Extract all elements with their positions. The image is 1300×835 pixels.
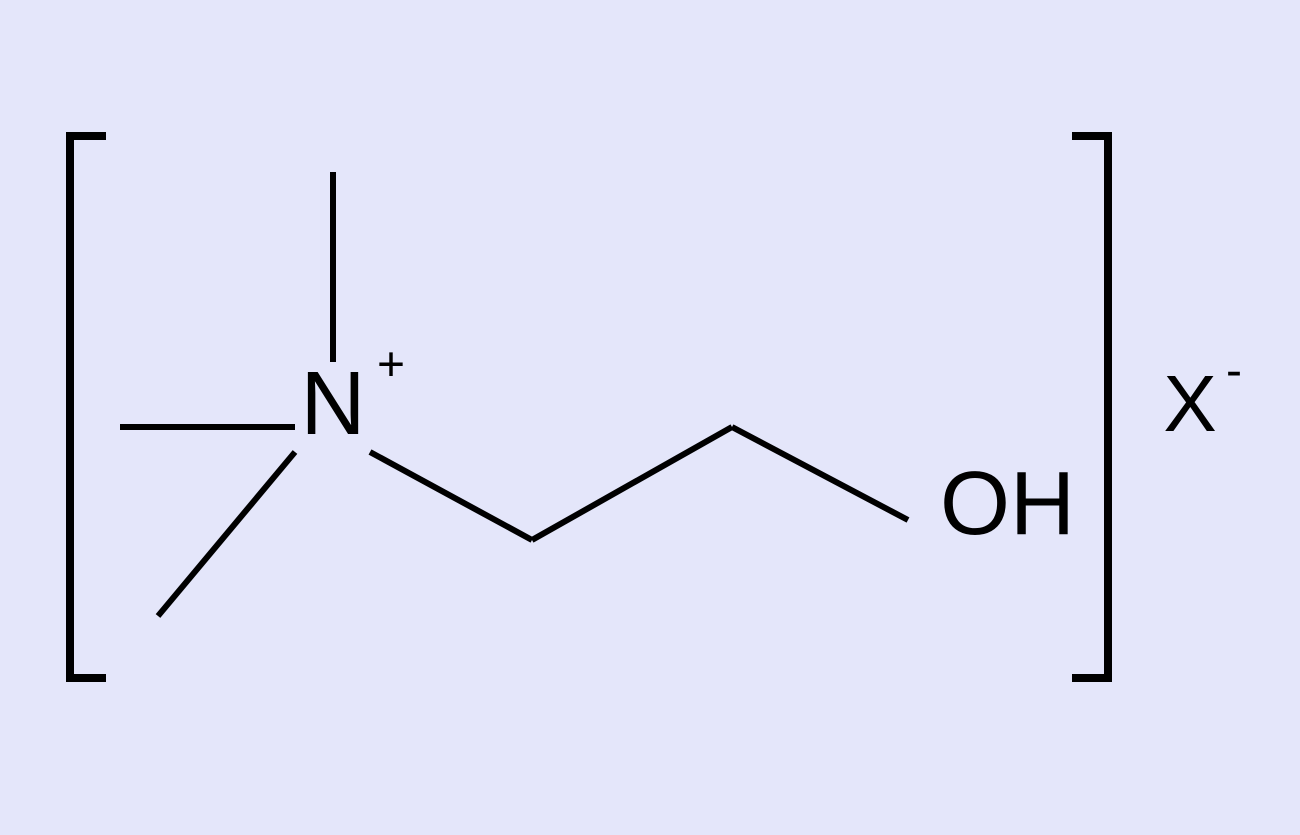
nitrogen-label: N xyxy=(301,354,366,454)
nitrogen-charge: + xyxy=(377,339,405,392)
counterion-charge: - xyxy=(1226,345,1242,398)
counterion-label: X xyxy=(1163,359,1216,448)
chemical-structure-canvas: N+ OH X- xyxy=(0,0,1300,835)
choline-structure-svg: N+ OH X- xyxy=(0,0,1300,835)
hydroxyl-label: OH xyxy=(940,454,1075,554)
